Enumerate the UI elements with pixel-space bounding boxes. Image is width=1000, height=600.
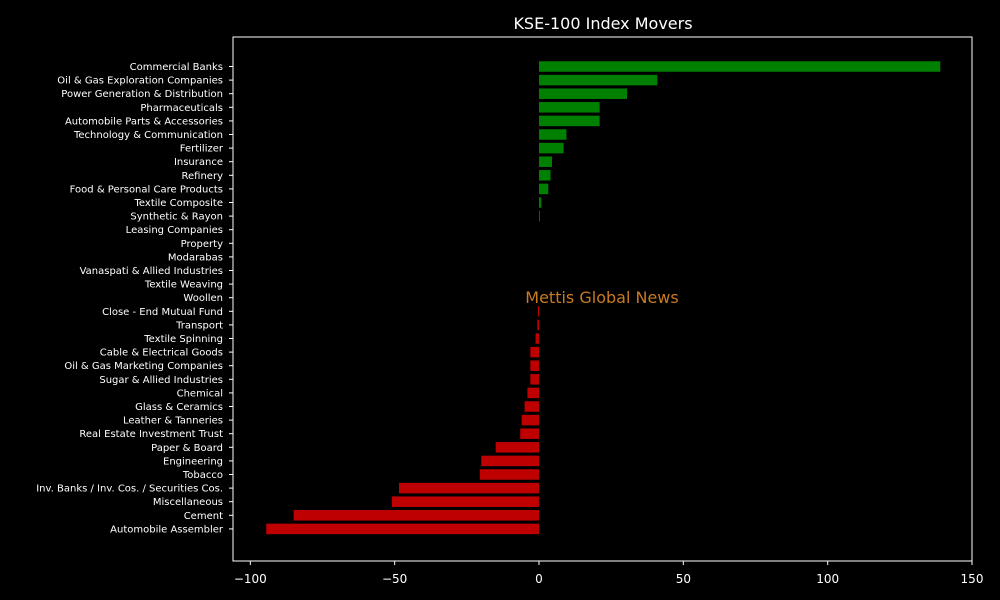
bar-27: [520, 428, 539, 439]
bar-30: [479, 469, 539, 480]
y-tick-label-29: Engineering: [163, 456, 223, 467]
bar-0: [538, 61, 941, 72]
y-tick-label-5: Technology & Communication: [73, 130, 223, 141]
y-tick-label-30: Tobacco: [182, 470, 223, 481]
y-tick-label-2: Power Generation & Distribution: [61, 89, 223, 100]
bar-28: [495, 442, 539, 453]
bar-34: [266, 523, 539, 535]
bar-18: [537, 306, 539, 317]
y-tick-label-28: Paper & Board: [151, 443, 223, 454]
y-tick-label-19: Transport: [175, 320, 223, 331]
bar-22: [530, 360, 539, 371]
bar-19: [537, 319, 539, 331]
bar-21: [530, 346, 539, 358]
y-tick-label-21: Cable & Electrical Goods: [100, 348, 223, 359]
y-tick-label-25: Glass & Ceramics: [135, 402, 223, 413]
watermark: Mettis Global News: [525, 288, 678, 307]
chart-title: KSE-100 Index Movers: [513, 14, 692, 33]
x-tick-label-2: 0: [535, 572, 543, 586]
y-tick-label-9: Food & Personal Care Products: [70, 184, 223, 195]
x-tick-label-1: −50: [382, 572, 407, 586]
y-tick-label-10: Textile Composite: [134, 198, 223, 209]
y-tick-label-1: Oil & Gas Exploration Companies: [57, 76, 223, 87]
y-tick-label-7: Insurance: [174, 157, 223, 168]
y-tick-label-18: Close - End Mutual Fund: [102, 307, 223, 318]
y-tick-label-16: Textile Weaving: [144, 280, 223, 291]
y-tick-label-4: Automobile Parts & Accessories: [65, 116, 223, 127]
bar-1: [538, 74, 658, 86]
bars-layer: [266, 61, 941, 535]
y-axis: Commercial Banks Oil & Gas Exploration Co…: [36, 62, 233, 535]
y-tick-label-31: Inv. Banks / Inv. Cos. / Securities Cos.: [36, 484, 223, 495]
y-tick-label-13: Property: [181, 239, 223, 250]
y-tick-label-15: Vanaspati & Allied Industries: [80, 266, 223, 277]
y-tick-label-6: Fertilizer: [180, 144, 224, 155]
bar-29: [481, 455, 539, 467]
y-tick-label-32: Miscellaneous: [153, 497, 223, 508]
bar-8: [538, 170, 551, 181]
bar-26: [521, 414, 539, 426]
y-tick-label-34: Automobile Assembler: [110, 524, 224, 535]
bar-6: [538, 142, 564, 154]
x-tick-label-3: 50: [676, 572, 691, 586]
bar-7: [538, 156, 552, 167]
bar-32: [391, 496, 539, 507]
x-tick-label-0: −100: [234, 572, 267, 586]
bar-25: [524, 401, 539, 412]
y-tick-label-3: Pharmaceuticals: [140, 103, 223, 114]
y-tick-label-33: Cement: [184, 511, 223, 522]
y-tick-label-8: Refinery: [182, 171, 224, 182]
x-axis: −100 −50 0 50 100 150: [234, 561, 984, 586]
bar-33: [293, 510, 539, 521]
bar-11: [538, 210, 540, 222]
bar-31: [398, 482, 539, 494]
bar-4: [538, 115, 600, 127]
x-tick-label-5: 150: [961, 572, 984, 586]
bar-3: [538, 102, 600, 113]
y-tick-label-12: Leasing Companies: [126, 225, 223, 236]
y-tick-label-26: Leather & Tanneries: [123, 416, 223, 427]
bar-9: [538, 183, 549, 195]
x-tick-label-4: 100: [816, 572, 839, 586]
bar-23: [530, 374, 539, 385]
y-tick-label-17: Woollen: [183, 293, 223, 304]
bar-24: [527, 387, 539, 399]
y-tick-label-0: Commercial Banks: [130, 62, 223, 73]
plot-area: [232, 36, 973, 562]
y-tick-label-23: Sugar & Allied Industries: [99, 375, 223, 386]
bar-10: [538, 197, 542, 208]
y-tick-label-11: Synthetic & Rayon: [130, 212, 223, 223]
y-tick-label-20: Textile Spinning: [143, 334, 223, 345]
y-tick-label-22: Oil & Gas Marketing Companies: [64, 361, 223, 372]
bar-5: [538, 129, 567, 140]
y-tick-label-14: Modarabas: [168, 252, 223, 263]
bar-20: [535, 333, 539, 344]
y-tick-label-24: Chemical: [177, 388, 223, 399]
plot-frame: [232, 36, 973, 562]
bar-2: [538, 88, 628, 99]
y-tick-label-27: Real Estate Investment Trust: [79, 429, 223, 440]
